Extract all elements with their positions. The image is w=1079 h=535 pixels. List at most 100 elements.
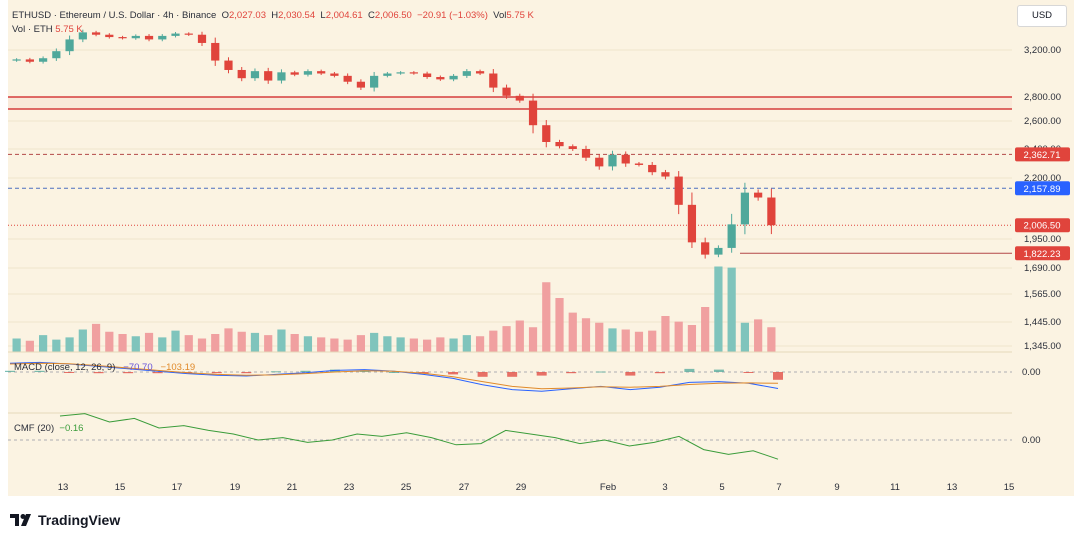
price-label-text: 2,362.71 bbox=[1024, 150, 1061, 161]
y-tick-label: 1,345.00 bbox=[1024, 341, 1061, 352]
candle bbox=[515, 95, 524, 101]
volume-bar bbox=[767, 327, 776, 352]
price-label-text: 1,822.23 bbox=[1024, 249, 1061, 260]
candle bbox=[383, 73, 392, 76]
cmf-zero-label: 0.00 bbox=[1022, 435, 1041, 446]
candle bbox=[727, 224, 736, 248]
volume-bar bbox=[462, 335, 471, 352]
volume-bar bbox=[131, 336, 140, 352]
macd-histogram-bar bbox=[241, 372, 252, 374]
price-label-text: 2,006.50 bbox=[1024, 221, 1061, 232]
volume-bar bbox=[581, 318, 591, 352]
symbol-title: ETHUSD · Ethereum / U.S. Dollar · 4h · B… bbox=[12, 10, 217, 21]
x-tick-label: 13 bbox=[947, 482, 958, 493]
candle bbox=[224, 60, 233, 70]
x-tick-label: 21 bbox=[287, 482, 298, 493]
volume-bar bbox=[317, 337, 326, 352]
volume-bar bbox=[118, 334, 127, 352]
macd-histogram-bar bbox=[536, 372, 547, 376]
tradingview-wordmark: TradingView bbox=[38, 512, 121, 528]
y-tick-label: 1,445.00 bbox=[1024, 317, 1061, 328]
macd-histogram-bar bbox=[625, 372, 636, 376]
volume-bar bbox=[528, 327, 538, 352]
tradingview-logo: TradingView bbox=[10, 512, 120, 528]
volume-bar bbox=[330, 338, 339, 352]
currency-button[interactable]: USD bbox=[1017, 5, 1067, 27]
y-tick-label: 1,950.00 bbox=[1024, 234, 1061, 245]
macd-signal-value: −70.70 bbox=[123, 362, 153, 373]
volume-bar bbox=[237, 331, 246, 352]
volume-bar bbox=[648, 330, 657, 352]
y-tick-label: 2,200.00 bbox=[1024, 173, 1061, 184]
macd-histogram-bar bbox=[123, 372, 134, 374]
y-tick-label: 1,565.00 bbox=[1024, 289, 1061, 300]
x-tick-label: 15 bbox=[1004, 482, 1015, 493]
candle bbox=[158, 35, 167, 40]
volume-bar bbox=[422, 339, 432, 352]
volume-bar bbox=[396, 337, 405, 352]
volume-bar bbox=[158, 337, 167, 352]
candle bbox=[502, 87, 511, 96]
macd-histogram-bar bbox=[211, 372, 222, 374]
macd-histogram-bar bbox=[595, 371, 606, 373]
candle bbox=[343, 75, 352, 82]
y-tick-label: 3,200.00 bbox=[1024, 45, 1061, 56]
candle bbox=[264, 71, 273, 81]
candle bbox=[621, 154, 630, 164]
volume-bar bbox=[449, 338, 458, 352]
volume-bar bbox=[277, 329, 286, 352]
volume-bar bbox=[674, 321, 683, 352]
cmf-label: CMF (20) bbox=[14, 423, 55, 434]
volume-bar bbox=[65, 337, 74, 352]
macd-histogram-bar bbox=[389, 372, 399, 373]
volume-bar bbox=[568, 312, 577, 352]
x-tick-label: 23 bbox=[344, 482, 355, 493]
candle bbox=[91, 32, 101, 35]
candle bbox=[303, 71, 313, 75]
volume-bar bbox=[502, 326, 511, 352]
candle bbox=[330, 73, 339, 76]
cmf-line bbox=[59, 413, 779, 460]
candle bbox=[422, 73, 432, 78]
macd-histogram-bar bbox=[270, 371, 281, 373]
candle bbox=[131, 35, 140, 39]
candle bbox=[317, 71, 326, 74]
candle bbox=[714, 247, 723, 255]
candle bbox=[356, 81, 366, 88]
candle bbox=[740, 192, 750, 225]
candle bbox=[105, 34, 114, 38]
volume-eth-value: 5.75 K bbox=[55, 24, 83, 35]
signal-line bbox=[9, 362, 779, 390]
candle bbox=[396, 72, 405, 74]
volume-bar bbox=[634, 331, 644, 352]
candle bbox=[542, 125, 551, 142]
volume-bar bbox=[542, 282, 551, 352]
volume-bar bbox=[343, 339, 352, 352]
volume-bar bbox=[105, 331, 114, 352]
candle bbox=[171, 33, 180, 36]
x-tick-label: 5 bbox=[719, 482, 724, 493]
macd-histogram-bar bbox=[300, 370, 311, 372]
open-value: 2,027.03 bbox=[229, 10, 266, 21]
y-tick-label: 2,800.00 bbox=[1024, 92, 1061, 103]
volume-bar bbox=[91, 323, 101, 352]
macd-histogram-bar bbox=[566, 372, 577, 374]
volume-bar bbox=[12, 338, 21, 352]
x-tick-label: 29 bbox=[516, 482, 527, 493]
chart-canvas[interactable]: 3,200.002,800.002,600.002,400.002,200.00… bbox=[0, 0, 1079, 496]
candle bbox=[568, 146, 577, 149]
volume-legend: Vol · ETH 5.75 K bbox=[12, 24, 83, 35]
volume-bar bbox=[211, 334, 220, 352]
candle bbox=[409, 72, 418, 74]
volume-bar bbox=[661, 316, 670, 352]
volume-value: 5.75 K bbox=[506, 10, 534, 21]
volume-bar bbox=[52, 339, 61, 352]
x-tick-label: 7 bbox=[776, 482, 781, 493]
price-label-box bbox=[1015, 246, 1070, 261]
candle bbox=[78, 32, 87, 40]
volume-bar bbox=[264, 335, 273, 352]
x-tick-label: 13 bbox=[58, 482, 69, 493]
candle bbox=[52, 51, 61, 59]
volume-bar bbox=[25, 340, 34, 352]
candle bbox=[197, 34, 207, 43]
